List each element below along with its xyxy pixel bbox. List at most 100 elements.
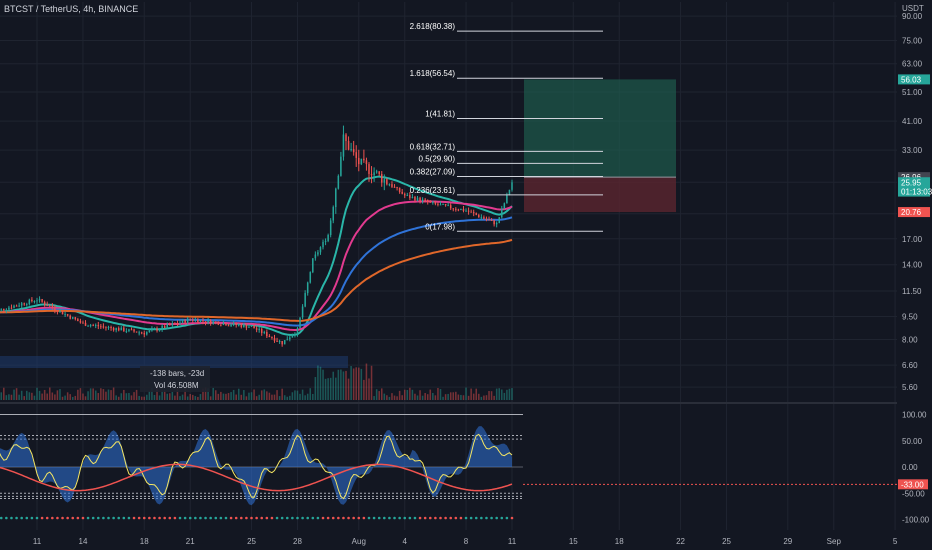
candle-body — [82, 322, 84, 324]
osc-dot — [495, 516, 498, 520]
fib-label: 0.618(32.71) — [410, 142, 456, 151]
time-tick-label: 25 — [722, 537, 731, 546]
osc-dot — [434, 516, 437, 520]
candle-body — [263, 331, 266, 333]
volume-bar — [8, 394, 10, 400]
fib-label: 1(41.81) — [425, 110, 455, 119]
candle — [92, 323, 94, 327]
candle — [192, 317, 194, 323]
volume-bar — [253, 389, 255, 400]
candle — [495, 221, 498, 228]
fib-label: 0.236(23.61) — [410, 186, 456, 195]
volume-bar — [3, 387, 5, 400]
candle — [271, 336, 273, 340]
osc-dot — [148, 516, 151, 520]
osc-dot — [127, 516, 131, 520]
volume-bar — [138, 395, 140, 400]
candles — [0, 125, 513, 347]
candle — [470, 209, 472, 213]
volume-bar — [36, 387, 38, 400]
candle — [337, 174, 340, 190]
candle — [432, 200, 434, 205]
osc-dot — [255, 516, 258, 520]
osc-tick-label: 50.00 — [902, 437, 923, 446]
volume-bar — [314, 377, 317, 400]
volume-bar — [467, 395, 470, 400]
osc-tick-label: -100.00 — [902, 516, 930, 525]
candle-body — [266, 331, 268, 337]
candle — [100, 323, 102, 329]
candle — [490, 218, 493, 221]
candle-body — [319, 247, 322, 253]
candle — [250, 324, 253, 327]
candle-body — [317, 252, 319, 255]
osc-dot — [224, 516, 228, 520]
candle-body — [140, 332, 143, 334]
volume-bar — [140, 396, 143, 400]
volume-bar — [465, 387, 467, 400]
candle-body — [33, 301, 36, 303]
candle — [276, 337, 278, 342]
candle-body — [184, 320, 186, 323]
volume-bar — [28, 392, 31, 400]
volume-bar — [49, 387, 51, 400]
candle — [368, 162, 370, 182]
candle — [117, 326, 120, 332]
volume-bar — [260, 390, 263, 400]
volume-bar — [365, 363, 368, 400]
osc-dot — [464, 516, 468, 520]
candle — [82, 320, 84, 324]
osc-dot — [362, 516, 366, 520]
price-badge-text: 01:13:03 — [901, 188, 932, 197]
candle-body — [419, 197, 421, 202]
candle-body — [467, 210, 470, 212]
volume-bar — [455, 391, 457, 400]
osc-tick-label: 0.00 — [902, 463, 918, 472]
measure-range — [0, 356, 348, 368]
candle-body — [143, 332, 146, 335]
candle — [294, 332, 296, 338]
candle-body — [332, 207, 335, 221]
candle-body — [123, 327, 125, 332]
candle — [327, 233, 329, 243]
osc-dot — [316, 516, 320, 520]
candle-body — [5, 309, 8, 311]
volume-bar — [289, 395, 291, 400]
volume-bar — [403, 389, 406, 400]
volume-bar — [194, 396, 197, 400]
osc-dot — [234, 516, 238, 520]
volume-bar — [61, 396, 64, 400]
volume-bar — [59, 389, 61, 400]
candle-body — [10, 307, 13, 309]
candle — [28, 298, 31, 306]
candle — [383, 174, 386, 191]
volume-bar — [77, 389, 79, 400]
candle — [71, 316, 74, 320]
candle — [163, 324, 166, 329]
candle — [61, 310, 64, 315]
candle — [217, 321, 220, 326]
candle — [462, 205, 465, 213]
osc-dot — [137, 516, 141, 520]
volume-bar — [245, 396, 248, 400]
candle-body — [148, 330, 151, 333]
volume-bar — [424, 392, 426, 400]
candle — [38, 296, 41, 303]
osc-trend-line — [0, 463, 513, 492]
price-badge: 25.95 — [898, 177, 930, 188]
candle-body — [380, 173, 383, 183]
candle-body — [498, 217, 500, 223]
volume-bar — [43, 389, 46, 400]
volume-bar — [179, 396, 181, 400]
candle — [355, 145, 357, 167]
volume-bar — [102, 389, 105, 400]
candle — [49, 304, 51, 307]
volume-bar — [439, 389, 442, 400]
candle — [347, 136, 350, 151]
volume-bar — [110, 390, 112, 400]
time-tick-label: 28 — [293, 537, 302, 546]
candle — [77, 317, 79, 322]
